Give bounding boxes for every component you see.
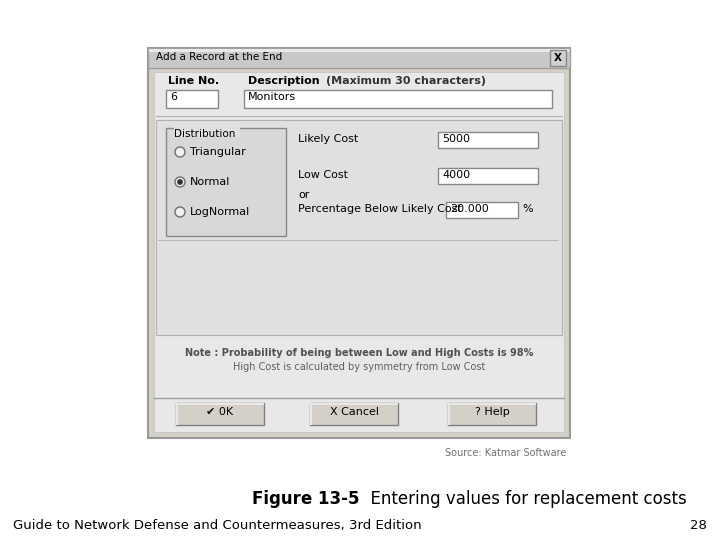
Text: Percentage Below Likely Cost: Percentage Below Likely Cost xyxy=(298,204,462,214)
Bar xyxy=(176,403,264,405)
Circle shape xyxy=(178,179,182,185)
Text: High Cost is calculated by symmetry from Low Cost: High Cost is calculated by symmetry from… xyxy=(233,362,485,372)
Bar xyxy=(156,120,562,335)
Text: ✔ 0K: ✔ 0K xyxy=(207,407,233,417)
Text: Triangular: Triangular xyxy=(190,147,246,157)
Text: Entering values for replacement costs: Entering values for replacement costs xyxy=(360,490,687,508)
Bar xyxy=(438,132,538,148)
Text: (Maximum 30 characters): (Maximum 30 characters) xyxy=(326,76,486,86)
Bar xyxy=(438,168,538,184)
Bar xyxy=(174,127,240,137)
Bar xyxy=(176,403,264,425)
Text: Note : Probability of being between Low and High Costs is 98%: Note : Probability of being between Low … xyxy=(185,348,534,358)
Text: Guide to Network Defense and Countermeasures, 3rd Edition: Guide to Network Defense and Countermeas… xyxy=(13,519,422,532)
Text: 5000: 5000 xyxy=(442,134,470,144)
Bar xyxy=(166,90,218,108)
Bar xyxy=(149,49,569,52)
Bar xyxy=(176,403,178,425)
Bar xyxy=(166,128,286,236)
Text: %: % xyxy=(522,204,533,214)
Text: Add a Record at the End: Add a Record at the End xyxy=(156,52,282,62)
Circle shape xyxy=(175,147,185,157)
Bar xyxy=(244,90,552,108)
Circle shape xyxy=(175,207,185,217)
Bar xyxy=(550,50,566,66)
Text: 20.000: 20.000 xyxy=(450,204,489,214)
Text: 4000: 4000 xyxy=(442,170,470,180)
Text: Monitors: Monitors xyxy=(248,92,296,102)
Text: Low Cost: Low Cost xyxy=(298,170,348,180)
Text: Line No.: Line No. xyxy=(168,76,219,86)
Text: Normal: Normal xyxy=(190,177,230,187)
Text: Likely Cost: Likely Cost xyxy=(298,134,359,144)
Bar xyxy=(448,403,450,425)
Text: LogNormal: LogNormal xyxy=(190,207,251,217)
Bar xyxy=(148,48,570,68)
Bar xyxy=(148,48,570,438)
Bar xyxy=(310,403,398,425)
Bar xyxy=(310,403,312,425)
Bar xyxy=(446,202,518,218)
Bar xyxy=(448,403,536,405)
Text: X: X xyxy=(554,53,562,63)
Text: 6: 6 xyxy=(170,92,177,102)
Circle shape xyxy=(175,177,185,187)
Text: ? Help: ? Help xyxy=(474,407,509,417)
Bar xyxy=(154,72,564,432)
Text: Source: Katmar Software: Source: Katmar Software xyxy=(445,448,566,458)
Bar xyxy=(448,403,536,425)
Bar xyxy=(310,403,398,405)
Text: X Cancel: X Cancel xyxy=(330,407,379,417)
Text: 28: 28 xyxy=(690,519,707,532)
Text: Description: Description xyxy=(248,76,320,86)
Text: Figure 13-5: Figure 13-5 xyxy=(253,490,360,508)
Text: or: or xyxy=(298,190,310,200)
Text: Distribution: Distribution xyxy=(174,129,235,139)
